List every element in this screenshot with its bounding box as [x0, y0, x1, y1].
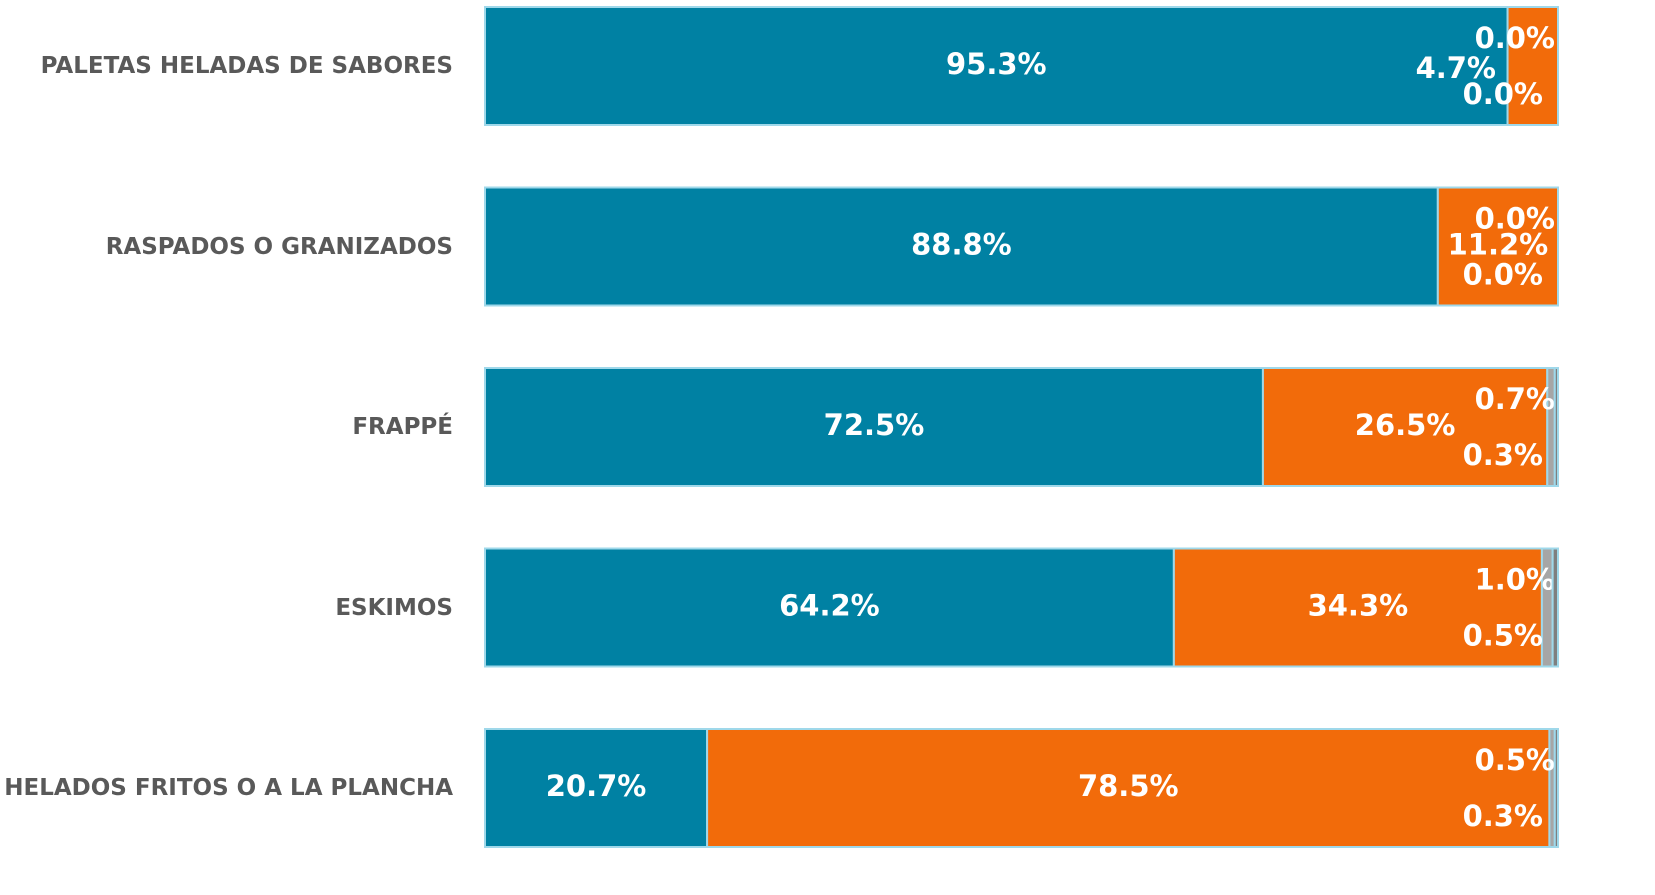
bar-segment: [484, 728, 709, 848]
value-label: 20.7%: [546, 769, 647, 803]
value-label: 11.2%: [1448, 228, 1549, 262]
value-label: 0.3%: [1463, 799, 1543, 833]
bar-segment: [1506, 6, 1559, 126]
bar-segment: [1551, 547, 1560, 668]
bar-segment: [484, 186, 1439, 307]
bar-segment: [1261, 367, 1549, 487]
bar-segment: [484, 547, 1175, 668]
value-label: 64.2%: [779, 589, 880, 623]
bar-segment: [484, 6, 1509, 126]
value-label: 88.8%: [911, 228, 1012, 262]
category-label: ESKIMOS: [335, 594, 453, 621]
bar-segment: [1553, 728, 1560, 848]
value-label: 95.3%: [946, 47, 1047, 81]
value-label: 0.0%: [1475, 202, 1555, 236]
value-label: 0.5%: [1463, 619, 1543, 653]
bar-segment: [706, 728, 1551, 848]
value-label: 0.7%: [1475, 382, 1555, 416]
value-label: 0.0%: [1463, 258, 1543, 292]
value-label: 4.7%: [1416, 51, 1496, 85]
category-label: FRAPPÉ: [352, 414, 453, 440]
bar-segment: [1553, 367, 1560, 487]
category-label: PALETAS HELADAS DE SABORES: [40, 53, 453, 79]
value-label: 34.3%: [1308, 589, 1409, 623]
value-label: 78.5%: [1078, 769, 1179, 803]
value-label: 72.5%: [824, 408, 925, 442]
bar-segment: [1172, 547, 1543, 668]
value-label: 0.0%: [1475, 21, 1555, 55]
bar-segment: [1436, 186, 1559, 307]
plot: 95.3% 4.7%0.0%0.0%88.8% 11.2%0.0%0.0%72.5%…: [484, 6, 1560, 848]
value-label: 0.3%: [1463, 438, 1543, 472]
value-label: 1.0%: [1475, 563, 1555, 597]
category-label: RASPADOS O GRANIZADOS: [105, 233, 453, 260]
value-label: 26.5%: [1355, 408, 1456, 442]
value-label: 0.5%: [1475, 743, 1555, 777]
bar-segment: [484, 367, 1264, 487]
value-label: 0.0%: [1463, 77, 1543, 111]
category-label: HELADOS FRITOS O A LA PLANCHA: [4, 775, 453, 801]
